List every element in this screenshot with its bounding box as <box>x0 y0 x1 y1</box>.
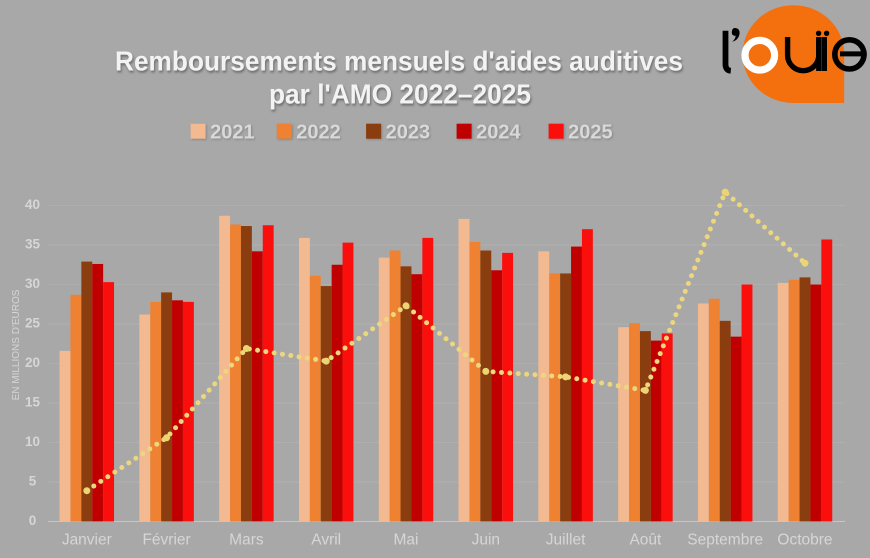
svg-text:Mai: Mai <box>394 532 419 549</box>
svg-text:EN MILLIONS D'EUROS: EN MILLIONS D'EUROS <box>11 289 22 400</box>
svg-text:20: 20 <box>25 355 40 370</box>
svg-text:Juillet: Juillet <box>546 532 586 549</box>
svg-text:10: 10 <box>25 434 40 449</box>
svg-text:0: 0 <box>29 513 37 528</box>
svg-text:25: 25 <box>25 315 41 330</box>
svg-text:2021: 2021 <box>210 121 255 143</box>
svg-text:15: 15 <box>25 394 41 409</box>
svg-text:Avril: Avril <box>311 532 341 549</box>
svg-text:Septembre: Septembre <box>687 532 763 549</box>
svg-text:30: 30 <box>25 276 40 291</box>
svg-text:2022: 2022 <box>296 121 341 143</box>
svg-text:Février: Février <box>142 532 190 549</box>
svg-text:Janvier: Janvier <box>62 532 112 549</box>
svg-text:2025: 2025 <box>568 121 613 143</box>
svg-text:35: 35 <box>25 236 41 251</box>
svg-text:par l'AMO 2022–2025: par l'AMO 2022–2025 <box>269 79 531 110</box>
svg-text:2024: 2024 <box>476 121 521 143</box>
svg-text:Octobre: Octobre <box>777 532 832 549</box>
svg-text:40: 40 <box>25 197 40 212</box>
svg-text:2023: 2023 <box>386 121 431 143</box>
svg-text:Remboursements mensuels d'aide: Remboursements mensuels d'aides auditive… <box>115 46 683 77</box>
svg-text:Mars: Mars <box>229 532 264 549</box>
svg-text:Août: Août <box>629 532 662 549</box>
svg-text:5: 5 <box>29 473 37 488</box>
svg-text:Juin: Juin <box>472 532 500 549</box>
